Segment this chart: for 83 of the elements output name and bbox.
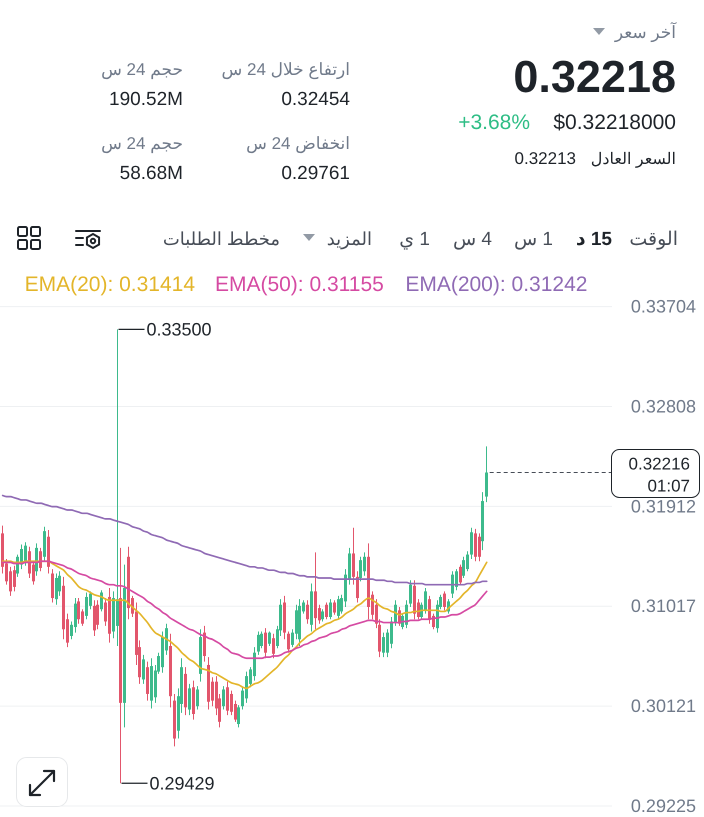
- candlestick: [443, 590, 446, 611]
- ref-line-label: 0.32216: [628, 454, 690, 474]
- text: 190.52M: [109, 89, 183, 110]
- text: +3.68%: [458, 111, 530, 134]
- candlestick: [352, 527, 355, 586]
- text: 1 ي: [399, 229, 430, 250]
- text: مخطط الطلبات: [162, 229, 280, 249]
- candlestick: [85, 592, 88, 620]
- candlestick: [424, 588, 427, 614]
- candlestick: [28, 546, 31, 578]
- candlestick: [462, 556, 465, 578]
- price-tag: 0.32216 01:07: [611, 449, 700, 498]
- candlestick: [321, 608, 324, 622]
- text: 58.68M: [120, 163, 183, 184]
- candlestick: [466, 550, 469, 572]
- candlestick: [359, 556, 362, 582]
- candlestick: [230, 690, 233, 716]
- candlestick: [409, 580, 412, 608]
- text: 1 س: [514, 229, 553, 250]
- candlestick: [474, 528, 477, 562]
- candlestick: [253, 646, 256, 682]
- candlestick: [356, 570, 359, 604]
- candlestick: [329, 598, 332, 620]
- candlestick: [363, 552, 366, 576]
- candlestick: [55, 573, 58, 606]
- candlestick: [257, 631, 260, 656]
- candlestick: [325, 602, 328, 620]
- candlestick: [203, 625, 206, 662]
- text: EMA(20): 0.31414: [24, 273, 196, 296]
- text: 0.32454: [281, 89, 350, 110]
- text: آخر سعر: [614, 22, 678, 43]
- candlestick: [451, 570, 454, 599]
- text: 0.29761: [281, 163, 350, 184]
- candlestick: [226, 681, 229, 716]
- text: 0.32218: [513, 51, 676, 102]
- text: 15 د: [576, 229, 612, 250]
- candlestick: [264, 628, 267, 659]
- candlestick: [390, 616, 393, 649]
- candlestick: [268, 631, 271, 646]
- y-tick-label: 0.31017: [630, 596, 696, 616]
- candlestick: [470, 527, 473, 560]
- y-tick-label: 0.30121: [630, 696, 696, 716]
- annotation: 0.33500: [146, 319, 212, 340]
- text: حجم 24 س: [101, 134, 183, 154]
- candlestick: [77, 598, 80, 624]
- text: EMA(50): 0.31155: [214, 273, 384, 296]
- candlestick: [382, 632, 385, 658]
- candlestick: [459, 564, 462, 586]
- candlestick: [188, 683, 191, 716]
- candlestick: [13, 565, 16, 592]
- candlestick: [74, 598, 77, 634]
- candlestick: [306, 600, 309, 624]
- text: انخفاض 24 س: [246, 134, 350, 154]
- y-tick-label: 0.31912: [630, 496, 696, 516]
- y-tick-label: 0.29225: [630, 796, 696, 816]
- y-tick-label: 0.32808: [630, 396, 696, 416]
- candlestick: [245, 671, 248, 704]
- candlestick: [455, 568, 458, 591]
- candlestick: [196, 686, 199, 710]
- annotation: 0.29429: [150, 773, 215, 794]
- candlestick: [478, 532, 481, 562]
- candlestick: [24, 542, 27, 566]
- candlestick: [9, 566, 12, 596]
- text: المزيد: [326, 229, 372, 250]
- text: ارتفاع خلال 24 س: [222, 60, 350, 80]
- candlestick: [237, 704, 240, 728]
- text: 4 س: [452, 229, 492, 250]
- candlestick: [116, 328, 119, 646]
- candlestick: [272, 633, 275, 659]
- candlestick: [333, 600, 336, 616]
- candlestick: [35, 542, 38, 576]
- text: EMA(200): 0.31242: [405, 273, 588, 296]
- candlestick: [337, 595, 340, 620]
- text: حجم 24 س: [101, 60, 183, 80]
- y-tick-label: 0.33704: [630, 296, 696, 317]
- candlestick: [39, 547, 42, 572]
- text: 0.32213: [514, 149, 576, 168]
- text: السعر العادل: [590, 151, 676, 168]
- candlestick: [222, 686, 225, 710]
- candlestick: [287, 631, 290, 654]
- text: $0.32218000: [553, 111, 676, 134]
- text: الوقت: [629, 229, 678, 250]
- candlestick: [142, 654, 145, 684]
